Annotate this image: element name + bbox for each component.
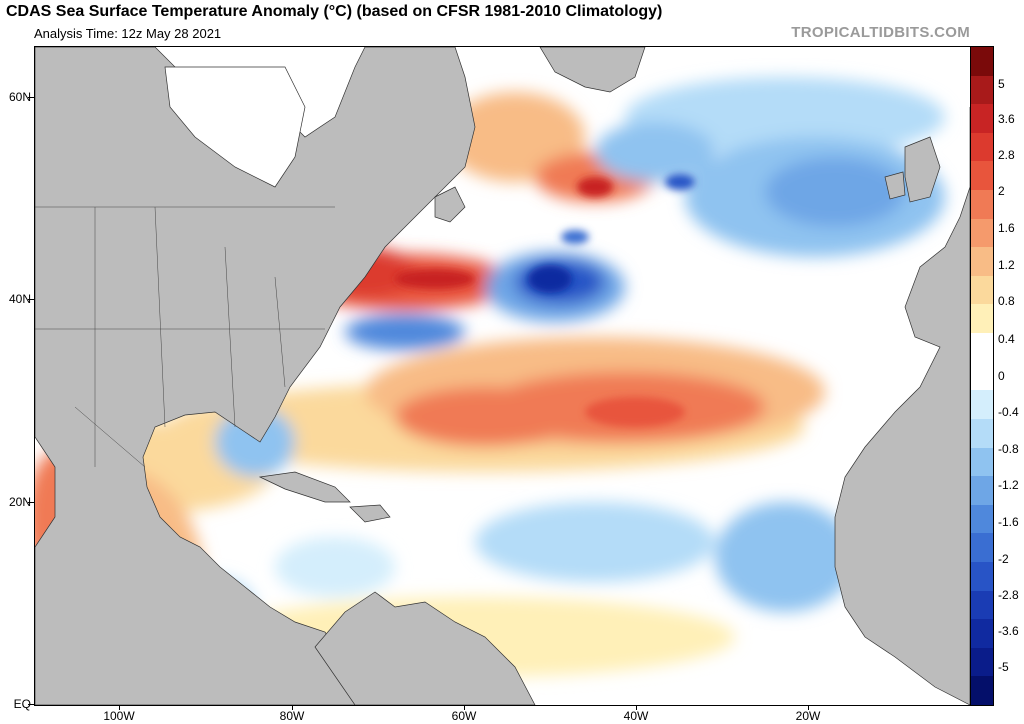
- lat-label-20n: 20N: [8, 495, 31, 509]
- colorbar-segment: [971, 104, 993, 134]
- lat-tick-60n: [28, 97, 34, 98]
- colorbar-segment: [971, 75, 993, 105]
- europe-africa-land: [834, 107, 970, 705]
- greenland-land: [539, 47, 646, 93]
- hudson-bay: [164, 66, 306, 188]
- colorbar-label: 1.6: [998, 221, 1015, 235]
- lat-label-60n: 60N: [8, 90, 31, 104]
- colorbar-segment: [971, 676, 993, 706]
- colorbar-segment: [971, 247, 993, 277]
- colorbar-label: -5: [998, 660, 1009, 674]
- lon-label-80w: 80W: [279, 709, 305, 723]
- colorbar-segment: [971, 161, 993, 191]
- colorbar-segment: [971, 590, 993, 620]
- colorbar-segment: [971, 190, 993, 220]
- analysis-time: Analysis Time: 12z May 28 2021: [34, 26, 222, 41]
- lon-tick-80w: [292, 705, 293, 710]
- lat-label-40n: 40N: [8, 292, 31, 306]
- britain-land: [904, 136, 941, 203]
- colorbar-label: 0.8: [998, 294, 1015, 308]
- colorbar-segment: [971, 333, 993, 363]
- newfoundland-land: [434, 186, 466, 223]
- colorbar-label: -0.8: [998, 442, 1019, 456]
- lat-tick-eq: [28, 704, 34, 705]
- colorbar-segment: [971, 304, 993, 334]
- colorbar-segment: [971, 504, 993, 534]
- colorbar-segment: [971, 132, 993, 162]
- lat-label-eq: EQ: [13, 697, 31, 711]
- colorbar-label: 3.6: [998, 112, 1015, 126]
- colorbar-segment: [971, 275, 993, 305]
- colorbar-label: 1.2: [998, 258, 1015, 272]
- colorbar-label: -2: [998, 552, 1009, 566]
- lon-label-60w: 60W: [451, 709, 477, 723]
- colorbar-label: 0: [998, 369, 1005, 383]
- colorbar-segment: [971, 47, 993, 77]
- colorbar-label: -2.8: [998, 588, 1019, 602]
- colorbar-label: -0.4: [998, 405, 1019, 419]
- colorbar-segment: [971, 390, 993, 420]
- colorbar-label: -1.6: [998, 515, 1019, 529]
- lon-tick-60w: [464, 705, 465, 710]
- south-america-land: [314, 591, 536, 705]
- land-masses: [35, 47, 970, 705]
- brand-watermark: TROPICALTIDBITS.COM: [791, 24, 970, 41]
- map-title: CDAS Sea Surface Temperature Anomaly (°C…: [6, 3, 663, 20]
- colorbar-label: 2: [998, 184, 1005, 198]
- lon-tick-100w: [119, 705, 120, 710]
- map-canvas: [35, 47, 970, 705]
- colorbar-label: 0.4: [998, 332, 1015, 346]
- colorbar-segment: [971, 533, 993, 563]
- colorbar-segment: [971, 418, 993, 448]
- colorbar-segment: [971, 218, 993, 248]
- sst-anomaly-map: [34, 46, 971, 706]
- political-borders: [35, 206, 335, 468]
- lon-label-100w: 100W: [103, 709, 135, 723]
- colorbar-label: 5: [998, 77, 1005, 91]
- colorbar: [970, 46, 994, 706]
- lon-tick-40w: [636, 705, 637, 710]
- colorbar-segment: [971, 447, 993, 477]
- lon-label-20w: 20W: [795, 709, 821, 723]
- ireland-land: [884, 171, 906, 200]
- hispaniola-land: [349, 504, 391, 523]
- anomaly-cores: [395, 174, 695, 427]
- colorbar-segment: [971, 361, 993, 391]
- lat-tick-40n: [28, 299, 34, 300]
- colorbar-segment: [971, 561, 993, 592]
- colorbar-label: 2.8: [998, 148, 1015, 162]
- colorbar-segment: [971, 476, 993, 506]
- cuba-land: [258, 471, 351, 503]
- lon-tick-20w: [808, 705, 809, 710]
- colorbar-segment: [971, 619, 993, 649]
- lat-tick-20n: [28, 502, 34, 503]
- colorbar-label: -3.6: [998, 624, 1019, 638]
- colorbar-label: -1.2: [998, 478, 1019, 492]
- lon-label-40w: 40W: [623, 709, 649, 723]
- colorbar-segment: [971, 647, 993, 677]
